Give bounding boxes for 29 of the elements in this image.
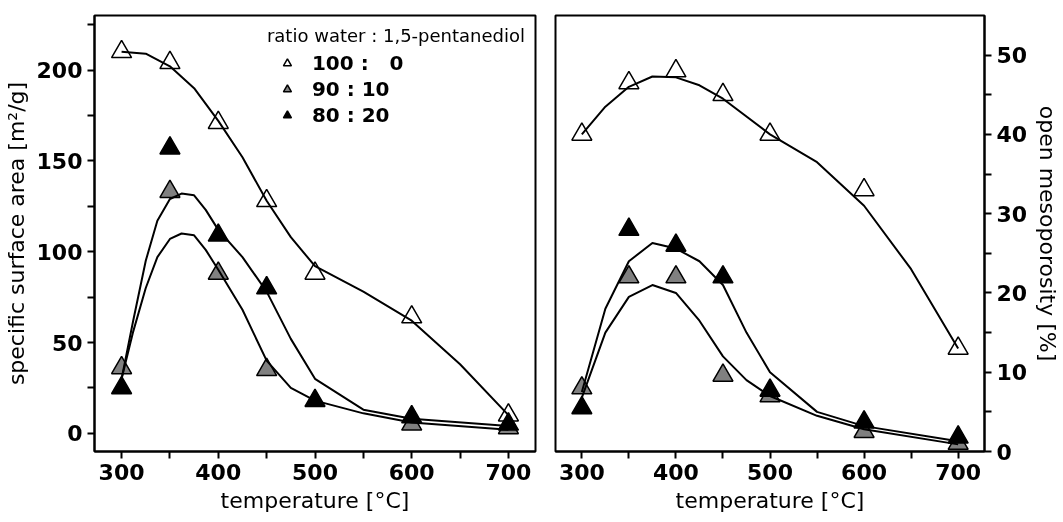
x-tick-label: 700 (485, 459, 532, 485)
y2-tick-label: 20 (996, 280, 1028, 306)
x-tick-label: 400 (652, 459, 699, 485)
x-tick-label: 600 (388, 459, 435, 485)
y-tick-label: 0 (67, 421, 83, 447)
y-tick-label: 100 (36, 239, 83, 265)
y2-tick-label: 50 (996, 43, 1028, 69)
x-axis-title: temperature [°C] (675, 487, 865, 513)
legend-title: ratio water : 1,5-pentanediol (266, 25, 525, 46)
legend-label: 90 : 10 (311, 77, 390, 101)
x-tick-label: 400 (195, 459, 242, 485)
y2-tick-label: 40 (996, 122, 1028, 148)
x-tick-label: 300 (558, 459, 605, 485)
x-tick-label: 300 (98, 459, 145, 485)
x-tick-label: 700 (935, 459, 982, 485)
y2-tick-label: 30 (996, 201, 1028, 227)
y2-tick-label: 0 (996, 439, 1012, 465)
legend-label: 100 : 0 (311, 51, 404, 75)
y2-axis-title: open mesoporosity [%] (1035, 105, 1061, 362)
legend-label: 80 : 20 (311, 103, 390, 127)
y2-tick-label: 10 (996, 360, 1028, 386)
y-tick-label: 150 (36, 148, 83, 174)
y-tick-label: 50 (51, 330, 83, 356)
x-axis-title: temperature [°C] (220, 487, 410, 513)
y-tick-label: 200 (36, 58, 83, 83)
x-tick-label: 500 (292, 459, 338, 485)
x-tick-label: 500 (747, 459, 793, 485)
x-tick-label: 600 (841, 459, 888, 485)
y-axis-title: specific surface area [m²/g] (3, 81, 29, 386)
